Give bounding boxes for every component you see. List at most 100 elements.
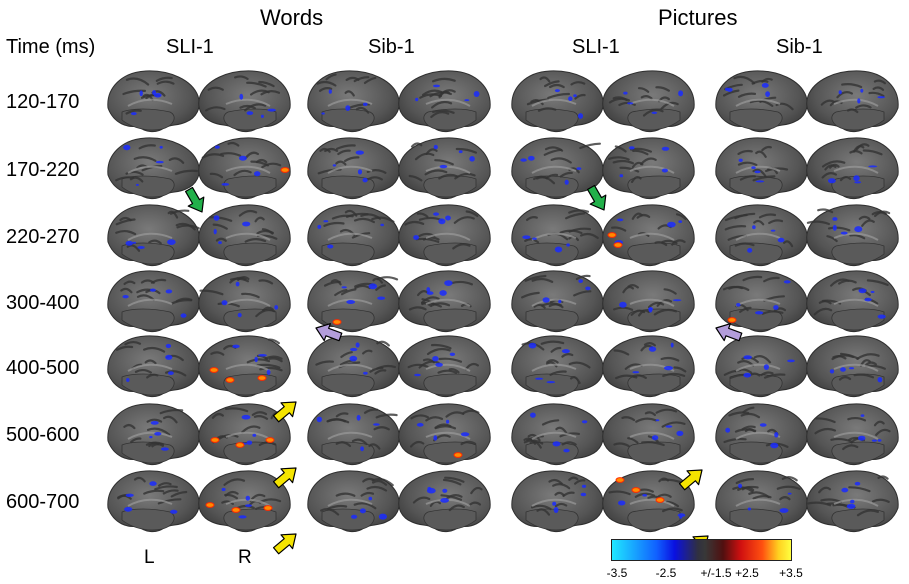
brain-surface (107, 204, 200, 267)
brain-surface (602, 137, 695, 200)
brain-surface (715, 137, 808, 200)
brain-surface (198, 70, 291, 133)
brain-surface (307, 137, 400, 200)
brain-surface (398, 204, 491, 267)
time-window-label: 300-400 (6, 292, 80, 314)
activation-blob (257, 375, 267, 381)
highlight-arrow (586, 184, 607, 211)
activation-blob (613, 242, 623, 248)
brain-surface (715, 270, 808, 333)
brain-surface (398, 403, 491, 466)
activation-blob (231, 507, 241, 513)
colorbar-tick: -2.5 (655, 566, 677, 580)
brain-surface (602, 270, 695, 333)
brain-surface (715, 335, 808, 398)
brain-surface (198, 470, 291, 533)
subject-label-pictures-sib: Sib-1 (776, 36, 823, 58)
colorbar-tick: +2.5 (735, 566, 759, 580)
activation-blob (263, 505, 273, 511)
activation-blob (225, 377, 235, 383)
highlight-arrow (678, 469, 703, 491)
brain-surface (107, 403, 200, 466)
brain-surface (198, 335, 291, 398)
brain-surface (307, 204, 400, 267)
brain-surface (806, 137, 899, 200)
activation-blob (209, 367, 219, 373)
subject-label-words-sli: SLI-1 (166, 36, 214, 58)
brain-surface (602, 70, 695, 133)
brain-surface (107, 137, 200, 200)
activation-blob (453, 452, 463, 458)
brain-surface (602, 403, 695, 466)
brain-surface (806, 204, 899, 267)
subject-label-pictures-sli: SLI-1 (572, 36, 620, 58)
brain-surface (398, 270, 491, 333)
brain-surface (715, 70, 808, 133)
condition-label-pictures: Pictures (658, 5, 738, 30)
brain-surface (307, 403, 400, 466)
highlight-arrow (272, 401, 297, 423)
brain-surface (307, 335, 400, 398)
brain-surface (307, 270, 400, 333)
brain-surface (511, 335, 604, 398)
brain-surface (107, 470, 200, 533)
highlight-arrow (715, 323, 743, 342)
brain-surface (806, 335, 899, 398)
brain-surface (107, 270, 200, 333)
activation-blob (235, 442, 245, 448)
brain-surface (511, 70, 604, 133)
condition-label-words: Words (260, 5, 324, 30)
time-window-label: 400-500 (6, 357, 80, 379)
right-hemisphere-label: R (238, 547, 252, 568)
brain-surface (398, 70, 491, 133)
activation-blob (205, 502, 215, 508)
brain-surface (198, 270, 291, 333)
highlight-arrow (272, 467, 297, 489)
activation-blob (332, 319, 342, 325)
highlight-arrow (272, 533, 297, 555)
brain-surface (806, 403, 899, 466)
brain-surface (511, 137, 604, 200)
highlight-arrow (184, 186, 205, 213)
subject-label-words-sib: Sib-1 (368, 36, 415, 58)
brain-surface (307, 70, 400, 133)
activation-blob (210, 437, 220, 443)
brain-surface (806, 70, 899, 133)
left-hemisphere-label: L (144, 547, 155, 568)
brain-surface (511, 204, 604, 267)
highlight-arrow (315, 323, 343, 342)
brain-surface (715, 403, 808, 466)
colorbar-tick: -3.5 (606, 566, 628, 580)
time-window-label: 120-170 (6, 91, 80, 113)
time-window-label: 600-700 (6, 491, 80, 513)
brain-surface (806, 270, 899, 333)
time-header: Time (ms) (6, 36, 96, 58)
time-window-label: 220-270 (6, 226, 80, 248)
brain-surface (511, 470, 604, 533)
brain-surface (198, 204, 291, 267)
brain-surface (398, 137, 491, 200)
brain-surface (307, 470, 400, 533)
brain-surface (398, 470, 491, 533)
activation-blob (655, 497, 665, 503)
time-window-label: 500-600 (6, 424, 80, 446)
time-window-label: 170-220 (6, 159, 80, 181)
colorbar-tick: +3.5 (779, 566, 803, 580)
brain-surface (511, 403, 604, 466)
activation-blob (615, 477, 625, 483)
activation-blob (631, 487, 641, 493)
brain-surface (198, 403, 291, 466)
brain-surface (198, 137, 291, 200)
brain-surface (511, 270, 604, 333)
activation-blob (265, 437, 275, 443)
brain-surface (806, 470, 899, 533)
brain-surface (602, 204, 695, 267)
activation-blob (280, 167, 290, 173)
brain-surface (107, 335, 200, 398)
brain-surface (715, 204, 808, 267)
colorbar (611, 539, 792, 561)
brain-surface (602, 335, 695, 398)
activation-blob (727, 317, 737, 323)
